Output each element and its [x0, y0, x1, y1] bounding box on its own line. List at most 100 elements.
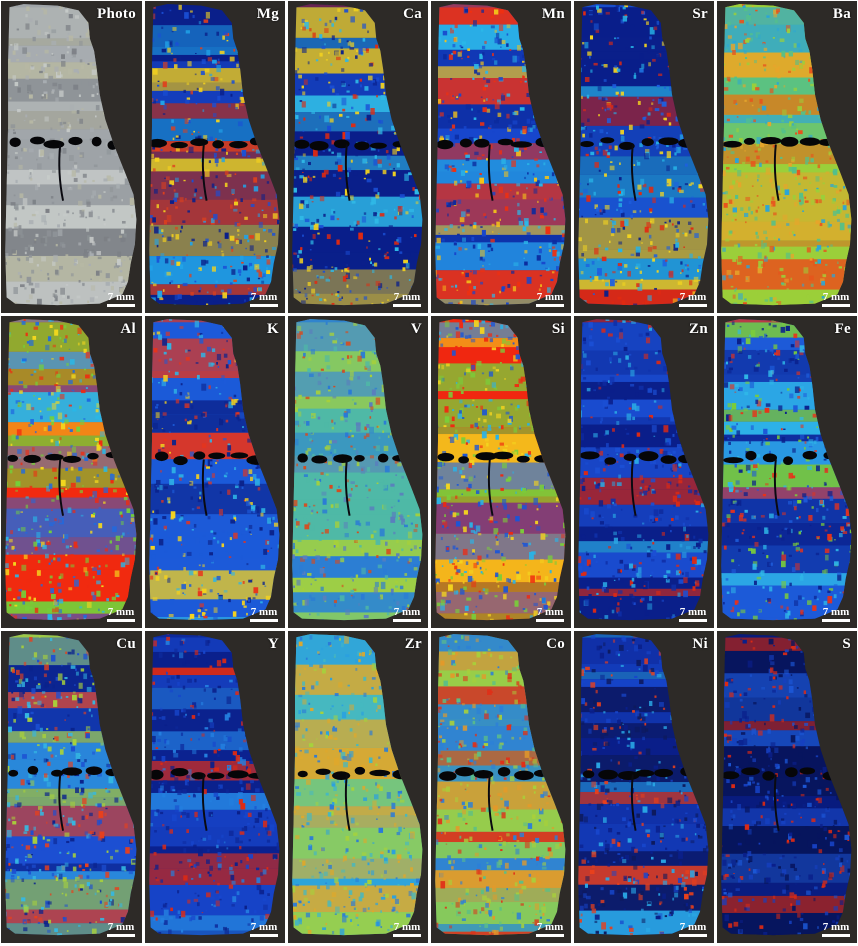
map-panel-zn: Zn 7 mm: [573, 315, 715, 629]
scale-bar: 7 mm: [250, 292, 278, 307]
specimen-map-image: [578, 4, 709, 306]
specimen-map-image: [292, 4, 423, 306]
element-label: Ca: [403, 6, 422, 22]
scale-bar-label: 7 mm: [107, 291, 135, 303]
scale-bar-line: [822, 619, 850, 622]
scale-bar-line: [536, 934, 564, 937]
map-panel-ni: Ni 7 mm: [573, 630, 715, 944]
specimen-map-image: [721, 634, 852, 936]
scale-bar-line: [679, 304, 707, 307]
scale-bar: 7 mm: [679, 292, 707, 307]
scale-bar-line: [679, 934, 707, 937]
element-label: Fe: [834, 321, 851, 337]
element-label: Cu: [116, 636, 136, 652]
scale-bar: 7 mm: [679, 922, 707, 937]
scale-bar-label: 7 mm: [536, 921, 564, 933]
scale-bar-label: 7 mm: [679, 921, 707, 933]
map-panel-k: K 7 mm: [144, 315, 286, 629]
scale-bar-label: 7 mm: [393, 291, 421, 303]
element-label: Zn: [689, 321, 708, 337]
scale-bar: 7 mm: [536, 292, 564, 307]
element-label: Zr: [404, 636, 422, 652]
specimen-map-image: [149, 319, 280, 621]
map-panel-mg: Mg 7 mm: [144, 0, 286, 314]
scale-bar-line: [250, 619, 278, 622]
scale-bar: 7 mm: [250, 607, 278, 622]
map-panel-cu: Cu 7 mm: [0, 630, 143, 944]
element-label: Mn: [541, 6, 565, 22]
element-label: Co: [546, 636, 565, 652]
specimen-map-image: [292, 319, 423, 621]
scale-bar: 7 mm: [250, 922, 278, 937]
scale-bar-line: [393, 304, 421, 307]
specimen-map-image: [5, 4, 137, 306]
scale-bar: 7 mm: [393, 922, 421, 937]
specimen-map-image: [435, 634, 566, 936]
scale-bar: 7 mm: [536, 922, 564, 937]
element-label: Sr: [692, 6, 708, 22]
scale-bar-line: [679, 619, 707, 622]
element-label: Y: [267, 636, 279, 652]
scale-bar-line: [822, 304, 850, 307]
scale-bar: 7 mm: [536, 607, 564, 622]
specimen-map-image: [435, 319, 566, 621]
scale-bar-line: [536, 619, 564, 622]
specimen-map-image: [721, 319, 852, 621]
scale-bar: 7 mm: [822, 607, 850, 622]
scale-bar-line: [250, 304, 278, 307]
scale-bar-label: 7 mm: [679, 291, 707, 303]
map-panel-ba: Ba 7 mm: [716, 0, 858, 314]
map-panel-s: S 7 mm: [716, 630, 858, 944]
scale-bar-label: 7 mm: [822, 606, 850, 618]
element-label: K: [267, 321, 279, 337]
scale-bar-label: 7 mm: [250, 606, 278, 618]
specimen-map-image: [292, 634, 423, 936]
map-panel-sr: Sr 7 mm: [573, 0, 715, 314]
element-label: Si: [551, 321, 565, 337]
scale-bar: 7 mm: [107, 292, 135, 307]
map-panel-y: Y 7 mm: [144, 630, 286, 944]
scale-bar: 7 mm: [393, 607, 421, 622]
element-label: Mg: [256, 6, 279, 22]
element-label: Photo: [97, 6, 136, 22]
scale-bar: 7 mm: [822, 922, 850, 937]
specimen-map-image: [5, 319, 137, 621]
scale-bar-label: 7 mm: [536, 291, 564, 303]
scale-bar-label: 7 mm: [536, 606, 564, 618]
scale-bar-line: [536, 304, 564, 307]
scale-bar: 7 mm: [822, 292, 850, 307]
map-panel-co: Co 7 mm: [430, 630, 572, 944]
scale-bar: 7 mm: [393, 292, 421, 307]
specimen-map-image: [721, 4, 852, 306]
scale-bar: 7 mm: [107, 922, 135, 937]
map-panel-photo: Photo 7 mm: [0, 0, 143, 314]
specimen-map-image: [435, 4, 566, 306]
map-panel-fe: Fe 7 mm: [716, 315, 858, 629]
element-label: Al: [120, 321, 136, 337]
scale-bar-label: 7 mm: [250, 921, 278, 933]
scale-bar-label: 7 mm: [393, 921, 421, 933]
scale-bar-line: [107, 304, 135, 307]
scale-bar-label: 7 mm: [250, 291, 278, 303]
scale-bar-line: [107, 619, 135, 622]
map-panel-mn: Mn 7 mm: [430, 0, 572, 314]
map-panel-si: Si 7 mm: [430, 315, 572, 629]
scale-bar: 7 mm: [679, 607, 707, 622]
map-panel-ca: Ca 7 mm: [287, 0, 429, 314]
scale-bar-line: [393, 619, 421, 622]
scale-bar-label: 7 mm: [822, 921, 850, 933]
specimen-map-image: [578, 319, 709, 621]
map-panel-zr: Zr 7 mm: [287, 630, 429, 944]
specimen-map-image: [5, 634, 137, 936]
scale-bar-label: 7 mm: [393, 606, 421, 618]
scale-bar-label: 7 mm: [107, 606, 135, 618]
specimen-map-image: [149, 4, 280, 306]
scale-bar-line: [107, 934, 135, 937]
map-panel-al: Al 7 mm: [0, 315, 143, 629]
element-label: Ba: [832, 6, 851, 22]
specimen-map-image: [149, 634, 280, 936]
scale-bar-line: [393, 934, 421, 937]
scale-bar-line: [250, 934, 278, 937]
specimen-map-image: [578, 634, 709, 936]
